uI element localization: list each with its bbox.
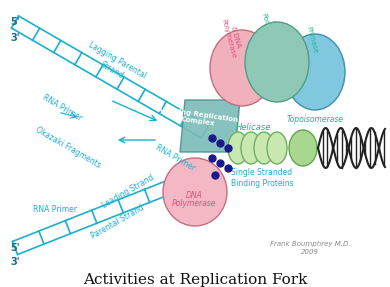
Text: RNA Primer: RNA Primer (154, 143, 196, 173)
Text: Okazaki Fragments: Okazaki Fragments (34, 126, 102, 170)
Text: 5': 5' (10, 17, 20, 27)
Text: RNA Primer: RNA Primer (33, 205, 77, 214)
Polygon shape (180, 100, 240, 152)
Ellipse shape (210, 30, 274, 106)
Text: α DNA
Polymerase: α DNA Polymerase (261, 11, 284, 53)
Text: δ DNA
Polymerase: δ DNA Polymerase (220, 17, 243, 59)
Text: Polymerase: Polymerase (172, 199, 216, 208)
Text: DNA: DNA (186, 191, 202, 201)
Ellipse shape (241, 132, 261, 164)
Ellipse shape (254, 132, 274, 164)
Text: Topoisomerase: Topoisomerase (286, 115, 344, 125)
Text: Helicase: Helicase (235, 123, 271, 133)
Ellipse shape (267, 132, 287, 164)
Text: 5': 5' (10, 243, 20, 253)
Ellipse shape (228, 132, 248, 164)
Text: 3': 3' (10, 33, 20, 43)
Text: Parental Strand: Parental Strand (90, 203, 146, 241)
Text: Lagging Parental
Strand: Lagging Parental Strand (82, 40, 148, 90)
Text: Frank Boumphrey M.D.
2009: Frank Boumphrey M.D. 2009 (270, 241, 350, 255)
Ellipse shape (163, 158, 227, 226)
Ellipse shape (289, 130, 317, 166)
Text: Leading Strand: Leading Strand (101, 174, 156, 210)
Text: Single Stranded
Binding Proteins: Single Stranded Binding Proteins (231, 168, 293, 188)
Text: RNA Primer: RNA Primer (41, 93, 83, 123)
Text: Primase: Primase (305, 26, 319, 54)
Text: Lagging Replication
Complex: Lagging Replication Complex (158, 106, 238, 130)
Text: Activities at Replication Fork: Activities at Replication Fork (83, 273, 307, 287)
Ellipse shape (245, 22, 309, 102)
Text: 3': 3' (10, 257, 20, 267)
Ellipse shape (285, 34, 345, 110)
